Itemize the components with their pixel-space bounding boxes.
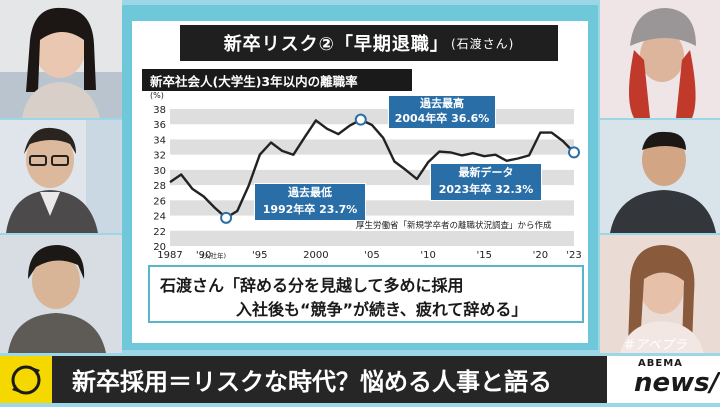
highlight-point [220,211,233,224]
y-tick-label: 22 [153,227,166,238]
callout-high: 過去最高 2004年卒 36.6% [388,95,496,129]
source-note-bg [352,217,582,231]
callout-latest-label: 最新データ [458,166,514,179]
x-tick-label: '95 [252,250,267,261]
grid-band [170,139,574,155]
y-tick-label: 34 [153,135,166,146]
x-tick-label: '20 [533,250,548,261]
x-tick-labels: 1987 '90(入社年) '95 2000 '05 '10 '15 '20 '23 [157,250,581,261]
y-tick-label: 36 [153,120,166,131]
x-tick-label: (入社年) [201,251,226,260]
callout-low: 過去最低 1992年卒 23.7% [254,183,366,221]
y-tick-label: 26 [153,196,166,207]
y-tick-label: 24 [153,212,166,223]
video-panel-3 [0,235,122,353]
video-panel-5 [600,120,720,233]
abema-logo-top: ABEMA [638,358,683,369]
quote-line-1: 石渡さん「辞める分を見越して多めに採用 [160,276,464,295]
refresh-icon [11,365,41,395]
quote-box: 石渡さん「辞める分を見越して多めに採用 入社後も“競争”が続き、疲れて辞める」 [148,265,584,323]
board-title-main: 新卒リスク②「早期退職」 [223,34,449,55]
y-tick-label: 38 [153,105,166,116]
person-5-image [600,120,720,233]
series-line [169,118,575,220]
person-2-image [0,120,122,233]
y-axis-unit: (%) [150,91,164,100]
board-title: 新卒リスク②「早期退職」 (石渡さん) [180,25,558,61]
abema-logo-bottom: news/ [634,368,720,398]
headline-ticker: 新卒採用＝リスクな時代？悩める人事と語る [52,356,607,403]
highlight-point [354,113,367,126]
person-3-image [0,235,122,353]
x-tick-label: '05 [364,250,379,261]
person-4-image [600,0,720,118]
callout-low-value: 1992年卒 23.7% [262,203,358,216]
abema-logo: ABEMA news/ [610,356,720,403]
x-tick-label: '90 [196,250,211,261]
highlight-points [220,113,580,224]
x-tick-label: 1987 [157,250,182,261]
refresh-badge [0,356,52,403]
source-note: 厚生労働省「新規学卒者の離職状況調査」から作成 [356,220,552,231]
callout-low-label: 過去最低 [288,186,332,199]
grid-band [170,200,574,216]
info-board: 新卒リスク②「早期退職」 (石渡さん) 新卒社会人(大学生)3年以内の離職率 2… [122,5,598,350]
x-tick-label: '23 [566,250,581,261]
grid-band [170,230,574,246]
quote-line-2: 入社後も“競争”が続き、疲れて辞める」 [236,300,528,319]
callout-high-value: 2004年卒 36.6% [394,112,490,125]
x-tick-label: 2000 [303,250,328,261]
y-tick-labels: 20 22 24 26 28 30 32 34 36 38 [153,105,166,253]
callout-high-label: 過去最高 [420,97,464,110]
callout-latest: 最新データ 2023年卒 32.3% [430,163,542,201]
video-panel-2 [0,120,122,233]
chart-plot: 20 22 24 26 28 30 32 34 36 38 1987 '90(入社年) '95 2000… [150,91,582,261]
y-tick-label: 20 [153,242,166,253]
callout-latest-value: 2023年卒 32.3% [438,183,534,196]
video-panel-6 [600,235,720,353]
grid-band [170,109,574,125]
x-tick-label: '15 [476,250,491,261]
board-title-note: (石渡さん) [450,36,515,51]
chart-title: 新卒社会人(大学生)3年以内の離職率 [142,69,412,91]
highlight-point [568,146,580,159]
x-tick-label: '10 [420,250,435,261]
hashtag: #アベプラ [624,338,687,353]
person-6-image [600,235,720,353]
video-panel-1 [0,0,122,118]
video-panel-4 [600,0,720,118]
y-tick-label: 30 [153,166,166,177]
person-1-image [0,0,122,118]
y-tick-label: 32 [153,151,166,162]
y-tick-label: 28 [153,181,166,192]
